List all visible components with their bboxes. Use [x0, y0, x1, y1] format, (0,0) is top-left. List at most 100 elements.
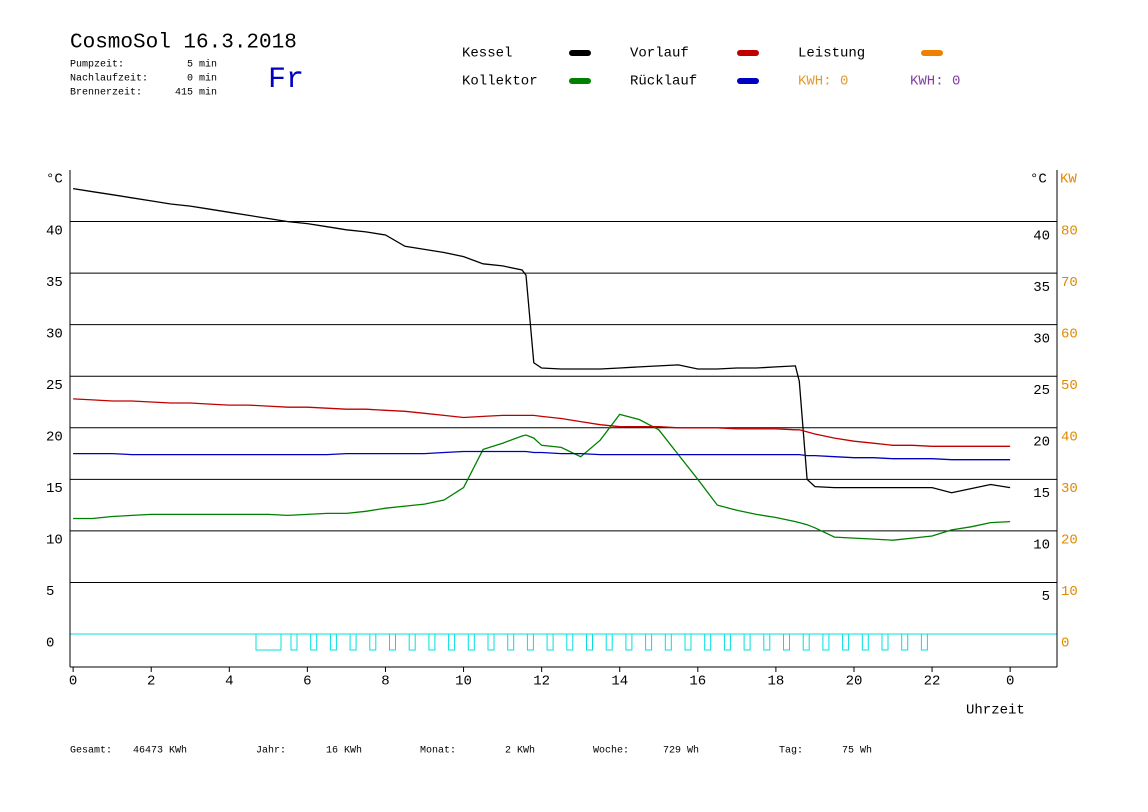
footer-label: Monat: [420, 746, 456, 757]
series-line [72, 187, 1011, 494]
y2-tick-label: 20 [1061, 533, 1078, 549]
pump-box [645, 633, 653, 651]
x-tick-label: 16 [689, 674, 706, 690]
y-tick-label-right: 5 [1042, 589, 1050, 605]
footer-value: 2 KWh [505, 745, 535, 757]
pump-box [920, 633, 928, 651]
pump-box [546, 633, 554, 651]
y2-tick-label: 40 [1061, 429, 1078, 445]
y-axis-label-right: °C [1030, 172, 1047, 188]
pump-box [487, 633, 495, 651]
x-tick-label: 18 [767, 674, 784, 690]
y2-tick-label: 50 [1061, 378, 1078, 394]
pump-box [861, 633, 869, 651]
pump-box [329, 633, 337, 651]
pump-box [586, 633, 593, 651]
pump-box [605, 633, 613, 651]
series-line [73, 450, 1011, 461]
kwh-label: KWH: 0 [910, 74, 960, 90]
pump-box [664, 633, 672, 651]
day: Fr [268, 63, 304, 97]
y-tick-label-right: 30 [1033, 331, 1050, 347]
footer-label: Gesamt: [70, 746, 112, 757]
y-tick-label: 0 [46, 636, 54, 652]
title: CosmoSol 16.3.2018 [70, 32, 297, 55]
pump-box [507, 633, 515, 651]
x-tick-label: 14 [611, 674, 628, 690]
footer-value: 729 Wh [663, 745, 699, 757]
y2-tick-label: 80 [1061, 223, 1078, 239]
pump-box [901, 633, 909, 651]
pump-box [881, 633, 889, 651]
info-label: Nachlaufzeit: [70, 73, 148, 85]
pump-box [310, 633, 318, 651]
y-tick-label-right: 15 [1033, 486, 1050, 502]
footer-value: 75 Wh [842, 745, 872, 757]
y2-tick-label: 30 [1061, 481, 1078, 497]
legend-label: Leistung [798, 46, 865, 62]
y-tick-label-right: 40 [1033, 228, 1050, 244]
pump-box [369, 633, 377, 651]
pump-box [822, 633, 830, 651]
y2-tick-label: 0 [1061, 636, 1069, 652]
pump-box [349, 633, 357, 651]
x-axis-label: Uhrzeit [966, 703, 1025, 719]
pump-box [625, 633, 633, 651]
pump-box [408, 633, 416, 651]
pump-box [448, 633, 456, 651]
y2-tick-label: 60 [1061, 326, 1078, 342]
x-tick-label: 8 [381, 674, 389, 690]
y-tick-label: 35 [46, 275, 63, 291]
x-tick-label: 0 [69, 674, 77, 690]
pump-box [290, 633, 298, 651]
pump-box [763, 633, 771, 651]
info-value: 0 min [187, 73, 217, 85]
y2-tick-label: 10 [1061, 584, 1078, 600]
series-line [73, 398, 1011, 447]
y-tick-label-right: 35 [1033, 280, 1050, 296]
x-tick-label: 2 [147, 674, 155, 690]
y2-axis-label: KW [1060, 172, 1077, 188]
x-tick-label: 4 [225, 674, 233, 690]
pump-box [566, 633, 574, 651]
info-value: 415 min [175, 87, 217, 99]
legend-label: Rücklauf [630, 74, 697, 90]
x-tick-label: 6 [303, 674, 311, 690]
pump-box [467, 633, 475, 651]
legend-label: Kessel [462, 46, 512, 62]
y-tick-label: 40 [46, 223, 63, 239]
pump-box [428, 633, 436, 651]
info-label: Brennerzeit: [70, 87, 142, 99]
x-tick-label: 22 [924, 674, 941, 690]
x-tick-label: 12 [533, 674, 550, 690]
y-tick-label: 30 [46, 326, 63, 342]
pump-box [842, 633, 850, 651]
y-tick-label: 5 [46, 584, 54, 600]
pump-box [723, 633, 731, 651]
y-tick-label: 25 [46, 378, 63, 394]
pump-box [802, 633, 810, 651]
footer-label: Tag: [779, 746, 803, 757]
legend-label: Vorlauf [630, 46, 689, 62]
footer-value: 16 KWh [326, 745, 362, 757]
series-line [73, 413, 1011, 541]
kwh-label: KWH: 0 [798, 74, 848, 90]
pump-box [783, 633, 790, 651]
x-tick-label: 20 [846, 674, 863, 690]
pump-box [255, 633, 282, 651]
y-tick-label: 15 [46, 481, 63, 497]
pump-box [389, 633, 396, 651]
pump-box [704, 633, 712, 651]
footer-label: Jahr: [256, 745, 286, 757]
y2-tick-label: 70 [1061, 275, 1078, 291]
x-tick-label: 10 [455, 674, 472, 690]
info-label: Pumpzeit: [70, 59, 124, 71]
pump-box [526, 633, 534, 651]
pump-box [743, 633, 751, 651]
x-tick-label: 0 [1006, 674, 1014, 690]
y-axis-label: °C [46, 172, 63, 188]
y-tick-label: 20 [46, 429, 63, 445]
y-tick-label-right: 10 [1033, 538, 1050, 554]
footer-value: 46473 KWh [133, 745, 187, 757]
